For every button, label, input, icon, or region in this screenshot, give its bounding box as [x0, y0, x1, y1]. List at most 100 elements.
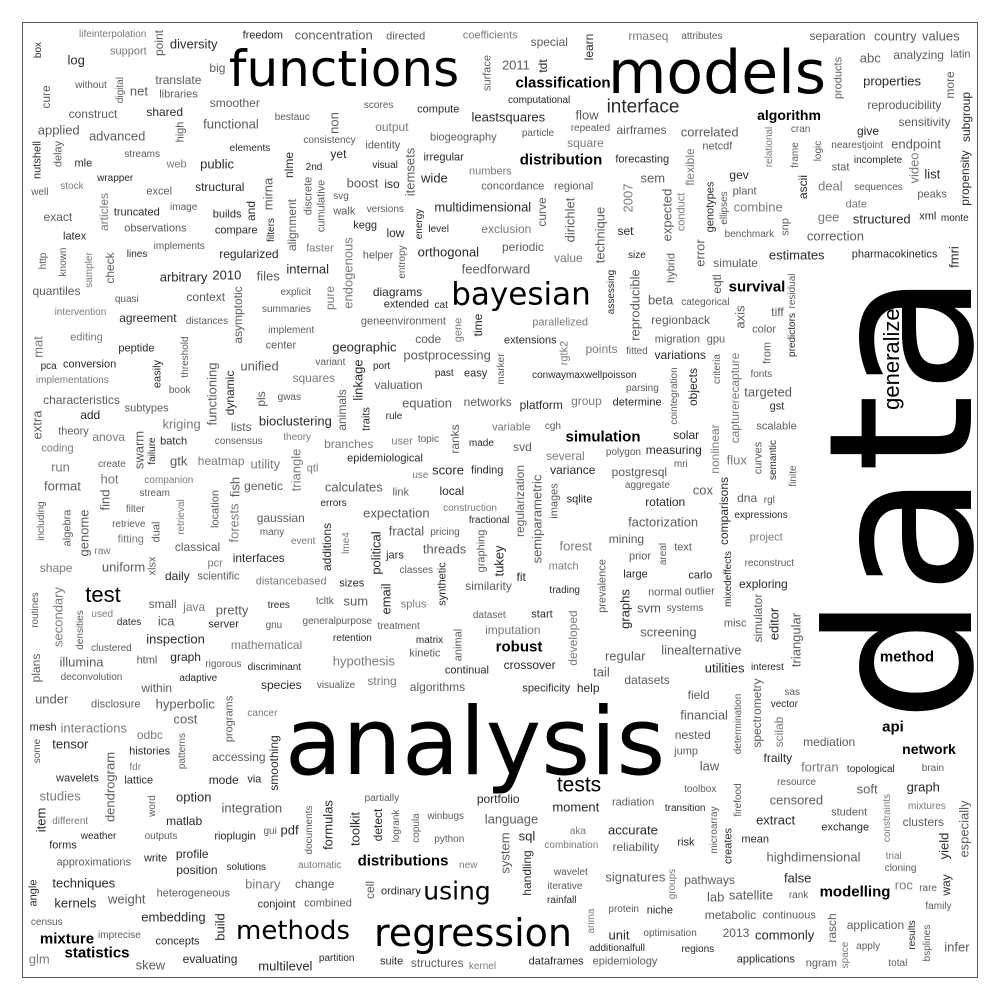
- word-generalized: generalized: [879, 296, 904, 410]
- word-histories: histories: [129, 745, 171, 758]
- word-semantic: semantic: [767, 440, 779, 481]
- word-glm: glm: [28, 951, 50, 967]
- word-marker: marker: [495, 353, 507, 385]
- word-2nd: 2nd: [305, 162, 323, 174]
- word-species: species: [260, 677, 302, 692]
- word-exploring: exploring: [739, 576, 788, 591]
- word-easily: easily: [151, 360, 164, 389]
- word-rank: rank: [788, 889, 809, 901]
- word-cat: cat: [434, 300, 448, 312]
- word-expressions: expressions: [734, 509, 788, 521]
- word-frame: frame: [790, 142, 802, 168]
- word-curves: curves: [752, 441, 765, 475]
- word-studies: studies: [39, 788, 81, 804]
- word-mle: mle: [74, 157, 93, 170]
- word-bsplines: bsplines: [922, 924, 934, 962]
- word-retrieval: retrieval: [176, 498, 188, 535]
- word-integration: integration: [221, 800, 283, 816]
- word-text: text: [674, 541, 692, 554]
- word-dendrogram: dendrogram: [102, 752, 118, 823]
- word-pdf: pdf: [280, 822, 299, 838]
- word-functional: functional: [203, 116, 259, 132]
- word-kegg: kegg: [353, 219, 378, 232]
- word-extensions: extensions: [504, 334, 557, 347]
- word-yet: yet: [330, 146, 347, 161]
- word-intervention: intervention: [54, 306, 107, 318]
- word-mediation: mediation: [803, 734, 856, 749]
- word-partition: partition: [318, 953, 355, 965]
- word-conduct: conduct: [675, 193, 688, 232]
- word-fonts: fonts: [750, 369, 773, 381]
- word-tail: tail: [593, 664, 610, 680]
- word-help: help: [576, 680, 600, 695]
- word-forest: forest: [559, 538, 593, 554]
- word-ellipses: ellipses: [718, 191, 730, 225]
- word-item: item: [33, 808, 49, 833]
- word-algorithms: algorithms: [409, 679, 466, 694]
- word-shared: shared: [146, 104, 184, 119]
- word-cloud-frame: data analysis models functions regressio…: [22, 22, 978, 978]
- word-accurate: accurate: [608, 822, 658, 838]
- word-airframes: airframes: [616, 122, 667, 137]
- word-cancer: cancer: [247, 707, 278, 719]
- word-separation: separation: [809, 29, 866, 44]
- word-string: string: [367, 674, 397, 688]
- word-sql: sql: [518, 828, 536, 844]
- word-soft: soft: [856, 781, 878, 797]
- word-gnu: gnu: [265, 620, 283, 632]
- word-lines: lines: [126, 249, 148, 261]
- word-easy: easy: [464, 367, 488, 380]
- word-kernels: kernels: [54, 895, 97, 911]
- word-entropy: entropy: [396, 245, 408, 280]
- word-html: html: [136, 654, 158, 667]
- word-extra: extra: [29, 410, 45, 440]
- word-box: box: [33, 42, 45, 59]
- word-2007: 2007: [620, 183, 636, 213]
- word-approximations: approximations: [56, 856, 132, 869]
- word-dirichlet: dirichlet: [562, 197, 578, 243]
- word-application: application: [846, 918, 905, 933]
- word-wavelet: wavelet: [553, 866, 588, 878]
- word-list: list: [924, 166, 941, 182]
- word-combined: combined: [304, 897, 352, 910]
- word-api: api: [882, 718, 904, 736]
- word-adaptive: adaptive: [179, 673, 218, 684]
- word-quasi: quasi: [114, 294, 139, 306]
- word-graphs: graphs: [617, 588, 633, 629]
- word-yield: yield: [936, 832, 952, 860]
- word-programs: programs: [223, 696, 236, 743]
- word-triangular: triangular: [788, 612, 804, 667]
- word-rioplugin: rioplugin: [214, 830, 256, 843]
- word-sas: sas: [784, 687, 801, 698]
- word-snp: snp: [779, 218, 792, 237]
- word-regression: regression: [374, 911, 572, 955]
- word-copula: copula: [410, 813, 422, 843]
- word-inspection: inspection: [146, 631, 205, 647]
- word-smoothing: smoothing: [266, 735, 281, 791]
- word-carlo: carlo: [688, 569, 713, 582]
- word-mining: mining: [608, 531, 645, 546]
- word-cloud: data analysis models functions regressio…: [23, 23, 977, 977]
- word-irregular: irregular: [423, 151, 464, 164]
- word-extract: extract: [756, 812, 796, 828]
- word-factorization: factorization: [628, 514, 699, 530]
- word-regional: regional: [554, 180, 594, 193]
- word-graphing: graphing: [475, 529, 488, 573]
- word-used: used: [91, 609, 114, 621]
- word-points: points: [585, 342, 618, 357]
- word-mean: mean: [741, 833, 769, 846]
- word-rmaseq: rmaseq: [628, 29, 669, 44]
- word-vector: vector: [770, 698, 798, 710]
- word-reproducibility: reproducibility: [867, 97, 942, 112]
- word-itemsets: itemsets: [402, 147, 418, 196]
- word-jars: jars: [386, 549, 404, 562]
- word-discrete: discrete: [302, 176, 315, 216]
- word-structured: structured: [852, 211, 911, 227]
- word-port: port: [372, 361, 391, 373]
- word-topological: topological: [846, 764, 895, 776]
- word-regularized: regularized: [219, 246, 279, 261]
- word-level: level: [428, 223, 449, 235]
- word-iterative: iterative: [547, 881, 583, 893]
- word-endogenous: endogenous: [340, 236, 356, 309]
- word-weather: weather: [80, 831, 117, 842]
